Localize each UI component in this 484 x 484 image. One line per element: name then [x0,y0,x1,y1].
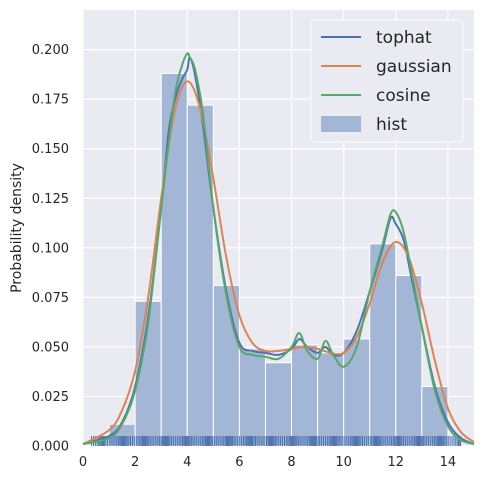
hist-bar [343,338,371,447]
y-tick-label: 0.000 [32,440,69,455]
hist-bar [395,275,423,447]
hist-bar [264,362,293,447]
legend-label-tophat: tophat [376,28,432,48]
y-tick-label: 0.200 [32,43,69,58]
hist-bar [212,284,240,447]
x-tick-label: 4 [183,455,191,470]
hist-bar [238,348,266,447]
kde-lines [82,52,475,445]
y-tick-label: 0.050 [32,340,69,355]
legend-box [310,19,464,143]
hist-bar [317,352,345,447]
y-tick-label: 0.075 [32,291,69,306]
y-tick-labels: 0.000 0.025 0.050 0.075 0.100 0.125 0.150 0.175… [32,43,69,454]
y-tick-label: 0.175 [32,93,69,108]
histogram-bars [108,72,449,447]
legend-swatch-hist [321,116,361,132]
y-tick-label: 0.150 [32,142,69,157]
legend-label-gaussian: gaussian [376,57,452,77]
x-tick-label: 6 [235,455,243,470]
y-axis-label: Probability density [9,163,25,293]
y-tick-label: 0.025 [32,390,69,405]
x-tick-label: 12 [388,455,405,470]
x-tick-label: 8 [287,455,295,470]
hist-bar [291,344,319,447]
hist-bar [160,72,188,447]
x-tick-label: 14 [440,455,457,470]
y-tick-label: 0.125 [32,192,69,207]
legend-label-hist: hist [376,115,407,135]
y-tick-label: 0.100 [32,241,69,256]
kde-line-cosine [82,52,475,445]
x-tick-label: 2 [131,455,139,470]
legend: tophat gaussian cosine hist [310,19,464,143]
legend-label-cosine: cosine [376,86,431,106]
x-tick-label: 10 [335,455,352,470]
x-tick-labels: 0 2 4 6 8 10 12 14 [79,455,456,470]
rug-marks [91,436,462,446]
kde-line-tophat [82,56,475,445]
x-tick-label: 0 [79,455,87,470]
